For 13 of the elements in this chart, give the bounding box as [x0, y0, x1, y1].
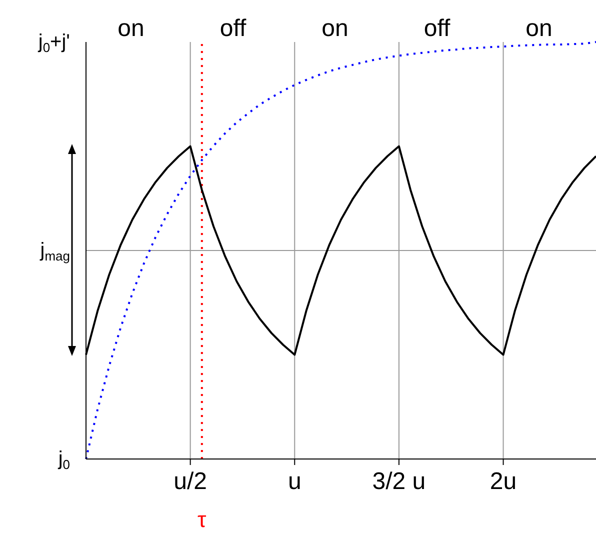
ref-line-label: j$_{mag}$ [39, 240, 70, 264]
annotation: on [118, 15, 144, 42]
x-tick-label: u/2 [174, 468, 208, 495]
text: j$_{0}$+j' [37, 31, 70, 55]
annotation: off [424, 15, 450, 42]
x-tick-label: 2u [490, 468, 517, 495]
x-tick-label: 3/2 u [372, 468, 426, 495]
x-tick-label: u [288, 468, 302, 495]
annotation: on [322, 15, 348, 42]
annotation: off [220, 15, 246, 42]
text: j$_{0}$ [57, 448, 70, 472]
annotation: on [526, 15, 552, 42]
x-tick-label: τ [198, 507, 207, 532]
